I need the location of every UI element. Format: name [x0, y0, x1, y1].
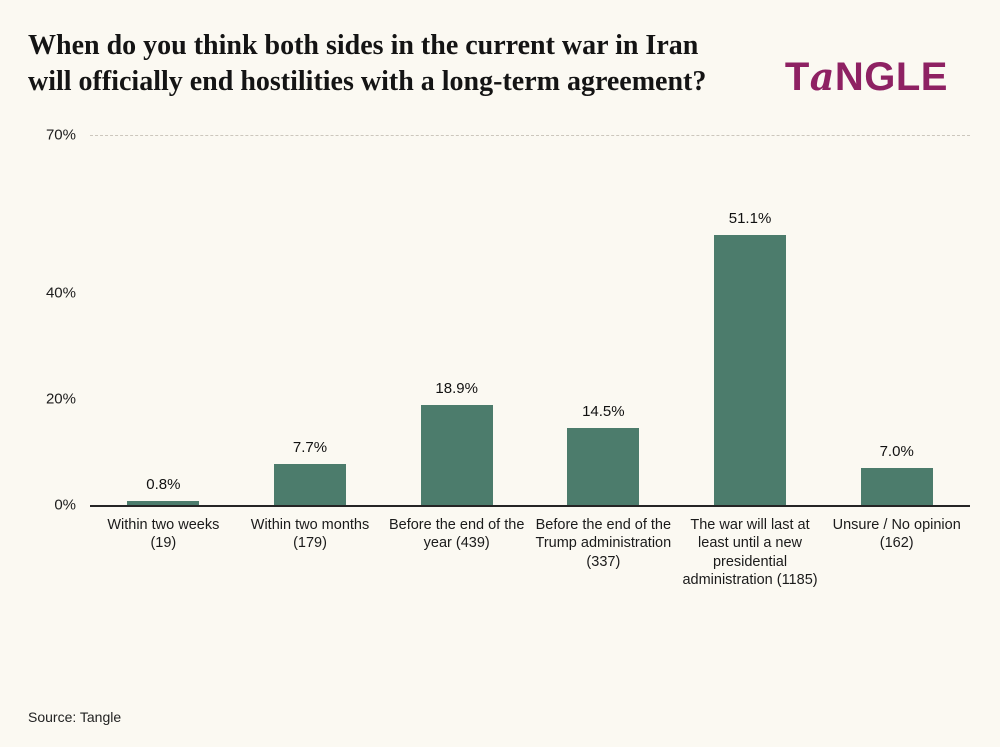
chart-title: When do you think both sides in the curr… [28, 30, 707, 98]
y-axis-tick-label: 20% [45, 390, 76, 408]
x-axis: Within two weeks (19) Within two months (… [90, 507, 970, 590]
bar-value-label: 51.1% [728, 209, 772, 227]
logo-letters-ngle: NGLE [834, 55, 948, 99]
bar [567, 428, 640, 505]
y-axis-tick-label: 0% [54, 496, 76, 514]
bar [420, 404, 493, 505]
plot-row: 70% 40% 20% 0% 0.8% 7.7% 18.9% 14.5% 51.1% 7.0% [28, 126, 970, 513]
bar-column: 0.8% [90, 135, 237, 505]
bar-column: 18.9% [383, 135, 530, 505]
bar [714, 234, 787, 505]
tangle-logo: TaNGLE [785, 54, 948, 100]
bar-column: 7.7% [237, 135, 384, 505]
category-label: Before the end of the Trump administrati… [535, 516, 672, 570]
header: When do you think both sides in the curr… [28, 24, 970, 101]
category-label: Before the end of the year (439) [388, 516, 525, 552]
source-note: Source: Tangle [28, 709, 122, 725]
bar-value-label: 0.8% [146, 475, 181, 493]
bar-columns: 0.8% 7.7% 18.9% 14.5% 51.1% 7.0% [90, 135, 970, 505]
bar-chart: 70% 40% 20% 0% 0.8% 7.7% 18.9% 14.5% 51.1% 7.0% … [28, 126, 970, 590]
x-axis-labels-row: Within two weeks (19) Within two months (… [28, 507, 970, 590]
category-label: Unsure / No opinion (162) [832, 516, 961, 552]
bar-value-label: 14.5% [582, 403, 625, 421]
bar-value-label: 18.9% [435, 379, 478, 397]
bar [860, 467, 933, 505]
y-axis: 70% 40% 20% 0% [28, 126, 90, 513]
bar-value-label: 7.7% [292, 439, 328, 457]
logo-letter-a: a [809, 54, 835, 99]
plot-area: 0.8% 7.7% 18.9% 14.5% 51.1% 7.0% [90, 134, 970, 507]
category-label: Within two months (179) [250, 516, 370, 552]
bar [127, 500, 200, 505]
bar-column: 14.5% [530, 135, 677, 505]
y-axis-tick-label: 70% [45, 126, 76, 144]
category-label: The war will last at least until a new p… [682, 516, 818, 589]
bar [274, 464, 346, 505]
logo-letter-t: T [784, 55, 810, 99]
bar-column: 7.0% [823, 135, 970, 505]
category-label: Within two weeks (19) [107, 516, 220, 552]
bar-column: 51.1% [677, 135, 824, 505]
x-axis-gutter-spacer [28, 507, 90, 590]
bar-value-label: 7.0% [879, 442, 914, 460]
y-axis-tick-label: 40% [45, 284, 76, 302]
